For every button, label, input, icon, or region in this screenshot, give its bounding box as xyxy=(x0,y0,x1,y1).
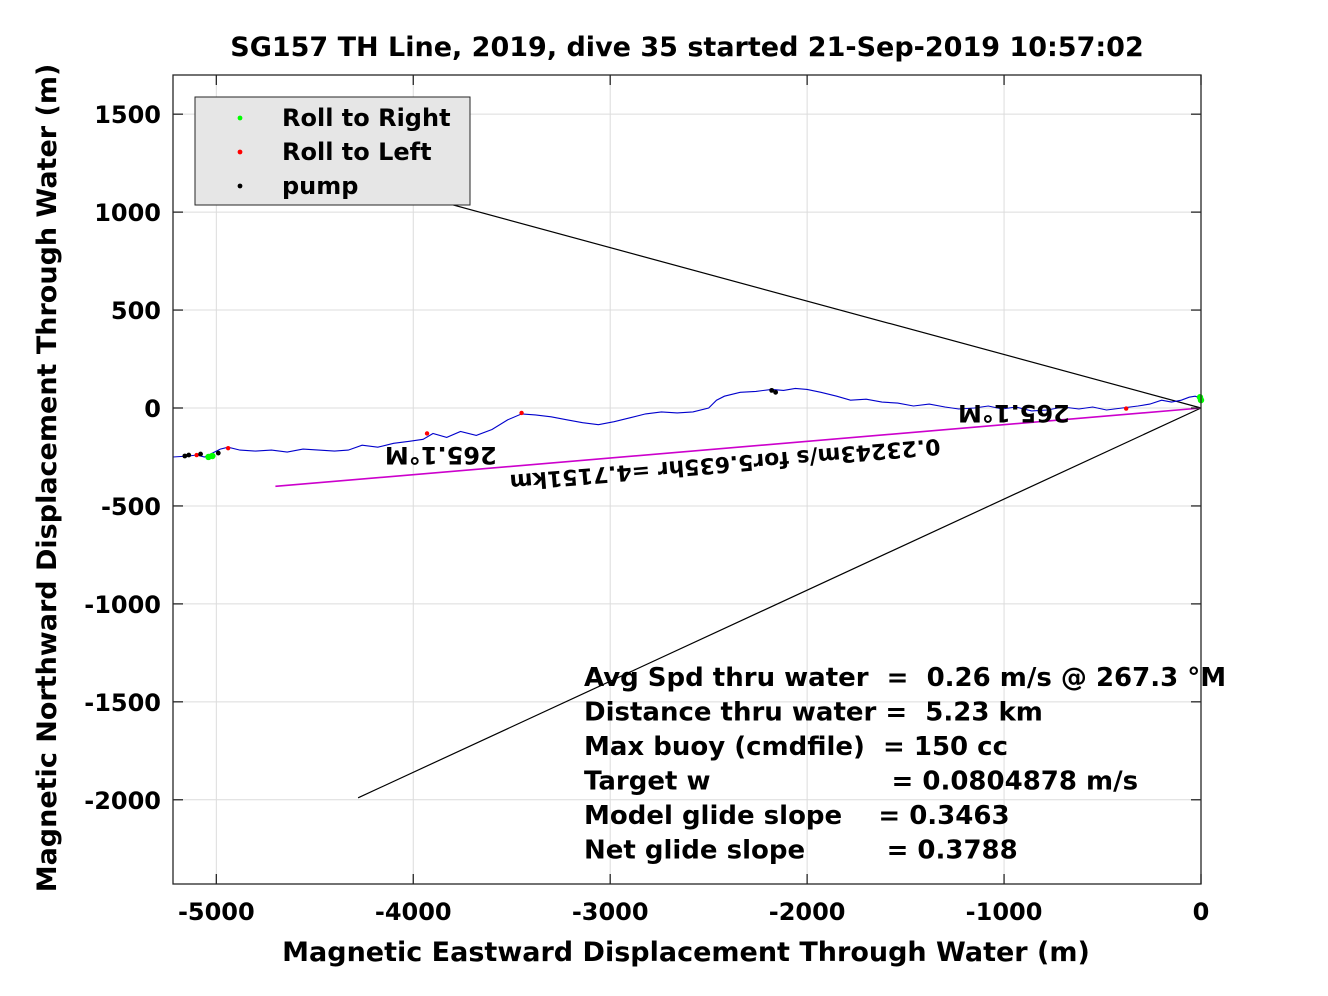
legend-marker xyxy=(237,115,243,121)
legend-marker xyxy=(237,183,243,189)
legend-label: pump xyxy=(282,172,358,200)
roll-left-point xyxy=(225,445,231,451)
chart-title: SG157 TH Line, 2019, dive 35 started 21-… xyxy=(230,32,1144,63)
stat-line: Avg Spd thru water = 0.26 m/s @ 267.3 °M xyxy=(584,663,1226,693)
x-tick-label: -1000 xyxy=(966,898,1043,926)
pump-point xyxy=(773,389,779,395)
stats-block: Avg Spd thru water = 0.26 m/s @ 267.3 °M… xyxy=(584,663,1226,866)
tick-layer: -5000 -4000 -3000 -2000 -1000 0 1500 1000 500 0 -5… xyxy=(84,75,1209,926)
legend-marker xyxy=(237,149,243,155)
y-tick-label: -500 xyxy=(101,493,161,521)
y-tick-label: -1000 xyxy=(84,591,161,619)
x-tick-label: -3000 xyxy=(572,898,649,926)
pump-point xyxy=(198,451,203,457)
y-axis-label: Magnetic Northward Displacement Through … xyxy=(32,64,63,893)
roll-left-point xyxy=(194,452,199,458)
y-tick-label: 1000 xyxy=(94,199,161,227)
roll-right-point xyxy=(1196,394,1204,401)
x-tick-label: 0 xyxy=(1193,898,1210,926)
roll-left-point xyxy=(1123,406,1129,411)
stat-line: Target w = 0.0804878 m/s xyxy=(584,767,1138,797)
line-net-displacement xyxy=(275,407,1202,488)
pump-point xyxy=(769,387,775,393)
stat-line: Net glide slope = 0.3788 xyxy=(584,836,1018,866)
line-heading-lower xyxy=(357,407,1202,799)
legend-label: Roll to Left xyxy=(282,138,432,166)
x-tick-label: -5000 xyxy=(178,898,255,926)
legend: Roll to Right Roll to Left pump xyxy=(194,96,471,206)
x-tick-label: -4000 xyxy=(375,898,452,926)
pump-point xyxy=(186,452,192,458)
stat-line: Max buoy (cmdfile) = 150 cc xyxy=(584,732,1008,762)
roll-left-point xyxy=(519,410,524,416)
pump-point xyxy=(215,450,221,456)
roll-left-point xyxy=(1021,407,1026,413)
x-axis-label: Magnetic Eastward Displacement Through W… xyxy=(282,937,1090,968)
heading-annotation: 265.1°M xyxy=(958,399,1070,427)
roll-right-point xyxy=(205,453,212,461)
stat-line: Model glide slope = 0.3463 xyxy=(584,801,1010,831)
y-tick-label: -2000 xyxy=(84,787,161,815)
glider-track-line xyxy=(172,387,1202,458)
y-tick-label: -1500 xyxy=(84,689,161,717)
axes-box xyxy=(173,75,1201,884)
stat-line: Distance thru water = 5.23 km xyxy=(584,698,1043,728)
pump-point xyxy=(182,453,188,459)
y-tick-label: 0 xyxy=(144,395,161,423)
heading-annotation: 265.1°M xyxy=(385,441,497,469)
y-tick-label: 500 xyxy=(111,297,161,325)
x-tick-label: -2000 xyxy=(769,898,846,926)
roll-left-point xyxy=(424,431,430,436)
axes-frame xyxy=(172,74,1202,885)
legend-label: Roll to Right xyxy=(282,104,451,132)
y-tick-label: 1500 xyxy=(94,101,161,129)
